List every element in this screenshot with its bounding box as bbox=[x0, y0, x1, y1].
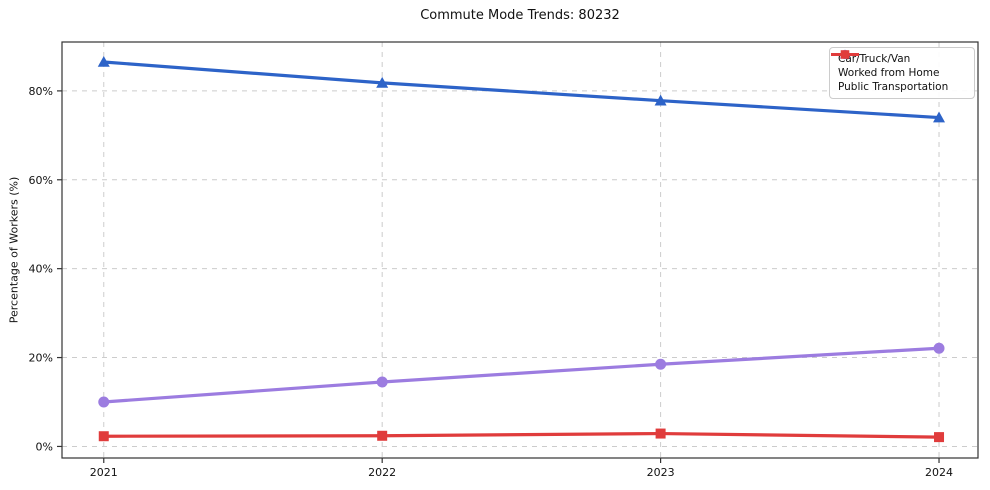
x-tick-label: 2023 bbox=[647, 466, 675, 479]
legend-label: Worked from Home bbox=[838, 67, 940, 79]
y-tick-label: 40% bbox=[29, 263, 53, 276]
x-axis: 2021 2022 2023 2024 bbox=[90, 458, 953, 479]
chart-title: Commute Mode Trends: 80232 bbox=[420, 8, 620, 23]
legend-item-worked-from-home: Worked from Home bbox=[831, 49, 972, 80]
series-car-truck-van bbox=[97, 56, 946, 123]
gridlines bbox=[62, 42, 978, 458]
y-tick-label: 80% bbox=[29, 85, 53, 98]
x-tick-label: 2024 bbox=[925, 466, 953, 479]
y-axis: 0% 20% 40% 60% 80% bbox=[29, 85, 62, 453]
legend: Car/Truck/Van Worked from Home Public Tran… bbox=[829, 47, 975, 99]
x-tick-label: 2021 bbox=[90, 466, 118, 479]
y-tick-label: 60% bbox=[29, 174, 53, 187]
legend-item-public-transportation: Public Transportation bbox=[831, 50, 972, 94]
y-tick-label: 20% bbox=[29, 352, 53, 365]
legend-marker-square-icon bbox=[831, 50, 859, 59]
axes-border bbox=[61, 41, 979, 459]
series-worked-from-home bbox=[98, 342, 945, 408]
y-tick-label: 0% bbox=[36, 440, 53, 453]
legend-label: Public Transportation bbox=[838, 81, 949, 93]
x-tick-label: 2022 bbox=[368, 466, 396, 479]
series-public-transportation bbox=[98, 428, 945, 443]
